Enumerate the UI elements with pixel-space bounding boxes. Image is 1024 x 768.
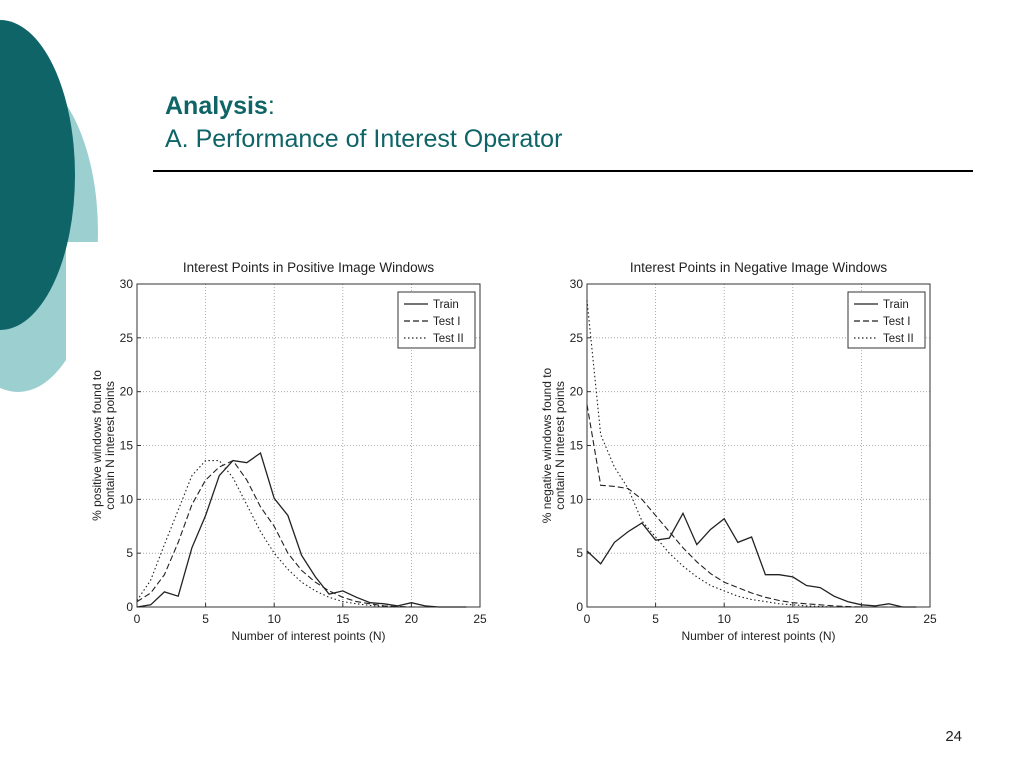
negative-windows-chart: Interest Points in Negative Image Window… [540, 260, 937, 643]
y-axis-label-line: % positive windows found to [90, 370, 104, 521]
white-mask [66, 242, 110, 400]
legend-label: Test II [883, 333, 914, 345]
series-line-train [586, 511, 917, 608]
y-tick-label: 25 [570, 331, 584, 345]
legend-label: Train [883, 299, 909, 311]
slide-subtitle: A. Performance of Interest Operator [165, 125, 563, 153]
x-tick-label: 0 [134, 612, 141, 626]
y-axis-label: % negative windows found tocontain N int… [540, 367, 567, 523]
legend-label: Train [433, 299, 459, 311]
series-line-test-ii [586, 300, 917, 608]
slide-title-bold: Analysis [165, 92, 268, 120]
y-axis-label: % positive windows found tocontain N int… [90, 370, 117, 521]
series-line-test-i [586, 404, 917, 608]
x-tick-label: 0 [584, 612, 591, 626]
y-tick-label: 0 [126, 600, 133, 614]
x-tick-label: 20 [855, 612, 869, 626]
y-tick-label: 10 [120, 492, 134, 506]
dark-teal-ellipse [0, 20, 75, 330]
y-tick-label: 5 [126, 546, 133, 560]
legend-box [397, 291, 476, 349]
y-tick-label: 10 [570, 492, 584, 506]
x-tick-label: 25 [473, 612, 487, 626]
legend: Train Test I Test II [847, 291, 926, 349]
y-tick-label: 15 [570, 439, 584, 453]
decorative-corner-shapes [0, 20, 110, 400]
legend-label: Test II [433, 333, 464, 345]
legend: Train Test I Test II [397, 291, 476, 349]
x-tick-label: 5 [652, 612, 659, 626]
y-tick-label: 5 [576, 546, 583, 560]
x-tick-label: 15 [336, 612, 350, 626]
legend-box [847, 291, 926, 349]
x-tick-label: 10 [268, 612, 282, 626]
x-tick-label: 25 [923, 612, 937, 626]
y-tick-label: 20 [570, 385, 584, 399]
legend-label: Test I [433, 316, 460, 328]
x-tick-label: 20 [405, 612, 419, 626]
y-tick-label: 15 [120, 439, 134, 453]
title-divider [153, 170, 973, 172]
y-tick-label: 25 [120, 331, 134, 345]
x-tick-label: 15 [786, 612, 800, 626]
slide-title-colon: : [267, 92, 275, 120]
legend-label: Test I [883, 316, 910, 328]
y-tick-label: 30 [570, 277, 584, 291]
series-line-train [136, 451, 467, 608]
y-axis-label-line: % negative windows found to [540, 367, 554, 523]
series-line-test-i [136, 459, 467, 608]
y-axis-label-line: contain N interest points [553, 381, 567, 510]
x-tick-label: 5 [202, 612, 209, 626]
x-axis-label: Number of interest points (N) [681, 629, 835, 643]
y-tick-label: 30 [120, 277, 134, 291]
slide-title: Analysis: A. Performance of Interest Ope… [165, 90, 562, 156]
x-tick-label: 10 [718, 612, 732, 626]
chart-title: Interest Points in Negative Image Window… [630, 260, 888, 275]
x-axis-label: Number of interest points (N) [231, 629, 385, 643]
y-axis-label-line: contain N interest points [103, 381, 117, 510]
page-number: 24 [945, 728, 962, 745]
y-tick-label: 20 [120, 385, 134, 399]
chart-title: Interest Points in Positive Image Window… [183, 260, 435, 275]
y-tick-label: 0 [576, 600, 583, 614]
series-line-test-ii [136, 460, 467, 608]
positive-windows-chart: Interest Points in Positive Image Window… [90, 260, 487, 643]
